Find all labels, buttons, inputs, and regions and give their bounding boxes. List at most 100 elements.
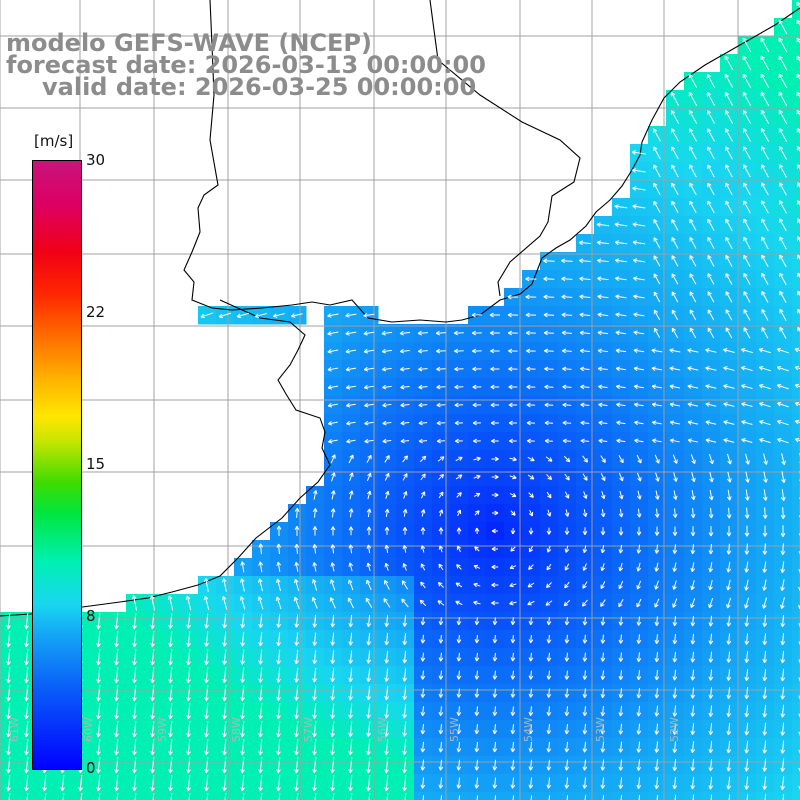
wind-vector xyxy=(368,793,371,800)
wind-vector xyxy=(401,598,409,608)
wind-vector xyxy=(492,670,498,680)
wind-vector xyxy=(527,582,535,588)
wind-vector xyxy=(294,561,300,572)
wind-vector xyxy=(744,615,750,627)
wind-vector xyxy=(526,348,536,354)
wind-vector xyxy=(743,272,751,285)
wind-vector xyxy=(474,652,480,662)
wind-vector xyxy=(546,509,552,517)
wind-vector xyxy=(687,348,699,353)
wind-vector xyxy=(435,330,446,336)
wind-vector xyxy=(672,723,678,735)
wind-vector xyxy=(582,491,588,499)
wind-vector xyxy=(705,348,717,353)
wind-vector xyxy=(508,384,518,390)
wind-vector xyxy=(437,581,444,588)
wind-vector xyxy=(579,294,591,300)
wind-vector xyxy=(294,775,299,792)
wind-vector xyxy=(528,777,534,789)
wind-vector xyxy=(168,703,173,720)
wind-vector xyxy=(725,273,733,285)
wind-vector xyxy=(762,633,768,646)
wind-vector xyxy=(614,258,627,263)
wind-vector xyxy=(597,258,609,264)
wind-vector xyxy=(653,200,661,213)
wind-vector xyxy=(168,613,173,629)
wind-vector xyxy=(654,777,660,790)
wind-vector xyxy=(779,272,787,286)
wind-vector xyxy=(581,599,588,607)
wind-vector xyxy=(600,777,606,789)
wind-vector xyxy=(561,312,573,318)
wind-vector xyxy=(402,650,408,664)
wind-vector xyxy=(632,186,646,191)
wind-vector xyxy=(494,795,497,800)
wind-vector xyxy=(638,795,641,800)
wind-vector xyxy=(797,182,800,189)
wind-vector xyxy=(348,685,353,701)
wind-vector xyxy=(525,330,536,336)
wind-vector xyxy=(759,383,771,390)
wind-vector xyxy=(62,793,65,800)
wind-vector xyxy=(6,613,11,630)
wind-vector xyxy=(366,721,371,737)
wind-vector xyxy=(222,649,227,665)
wind-vector xyxy=(150,775,155,792)
wind-speed-cell xyxy=(792,504,800,523)
wind-vector xyxy=(402,544,408,553)
wind-vector xyxy=(382,420,392,426)
wind-vector xyxy=(276,757,281,774)
wind-vector xyxy=(620,795,623,800)
wind-vector xyxy=(294,739,299,756)
wind-vector xyxy=(690,526,696,537)
wind-vector xyxy=(456,527,462,535)
wind-vector xyxy=(780,507,786,519)
wind-vector xyxy=(726,579,731,591)
wind-vector xyxy=(330,739,335,756)
wind-vector xyxy=(528,759,534,771)
colorbar-tick: 22 xyxy=(86,303,106,321)
wind-vector xyxy=(527,456,535,462)
wind-vector xyxy=(438,706,444,716)
wind-vector xyxy=(708,776,714,790)
wind-vector xyxy=(744,561,750,573)
wind-vector xyxy=(490,402,500,408)
wind-vector xyxy=(150,757,155,774)
wind-vector xyxy=(725,146,733,160)
wind-vector xyxy=(597,348,608,354)
wind-vector xyxy=(636,508,642,518)
wind-vector xyxy=(632,168,646,173)
wind-vector xyxy=(436,402,446,408)
wind-vector xyxy=(473,492,481,498)
wind-vector xyxy=(96,775,101,792)
wind-vector xyxy=(797,272,800,279)
wind-vector xyxy=(543,258,555,264)
wind-vector xyxy=(582,652,588,662)
wind-vector xyxy=(670,110,679,124)
wind-vector xyxy=(436,348,446,354)
wind-vector xyxy=(616,438,626,444)
wind-vector xyxy=(330,508,336,518)
wind-vector xyxy=(618,544,624,554)
wind-vector xyxy=(510,706,516,716)
wind-vector xyxy=(346,438,356,444)
wind-vector xyxy=(528,545,534,553)
wind-vector xyxy=(780,722,786,736)
wind-vector xyxy=(618,599,624,608)
wind-speed-cell xyxy=(792,198,800,217)
wind-vector xyxy=(744,687,750,700)
wind-vector xyxy=(345,366,357,372)
wind-vector xyxy=(438,473,445,480)
wind-vector xyxy=(708,723,714,736)
wind-vector xyxy=(759,438,771,444)
wind-vector xyxy=(507,330,518,336)
wind-vector xyxy=(384,544,390,553)
wind-vector xyxy=(708,489,714,501)
wind-vector xyxy=(796,164,800,171)
wind-vector xyxy=(348,454,354,464)
wind-vector xyxy=(222,721,227,738)
wind-vector xyxy=(525,312,537,318)
wind-vector xyxy=(347,597,355,609)
wind-vector xyxy=(671,291,679,303)
wind-vector xyxy=(384,703,389,719)
